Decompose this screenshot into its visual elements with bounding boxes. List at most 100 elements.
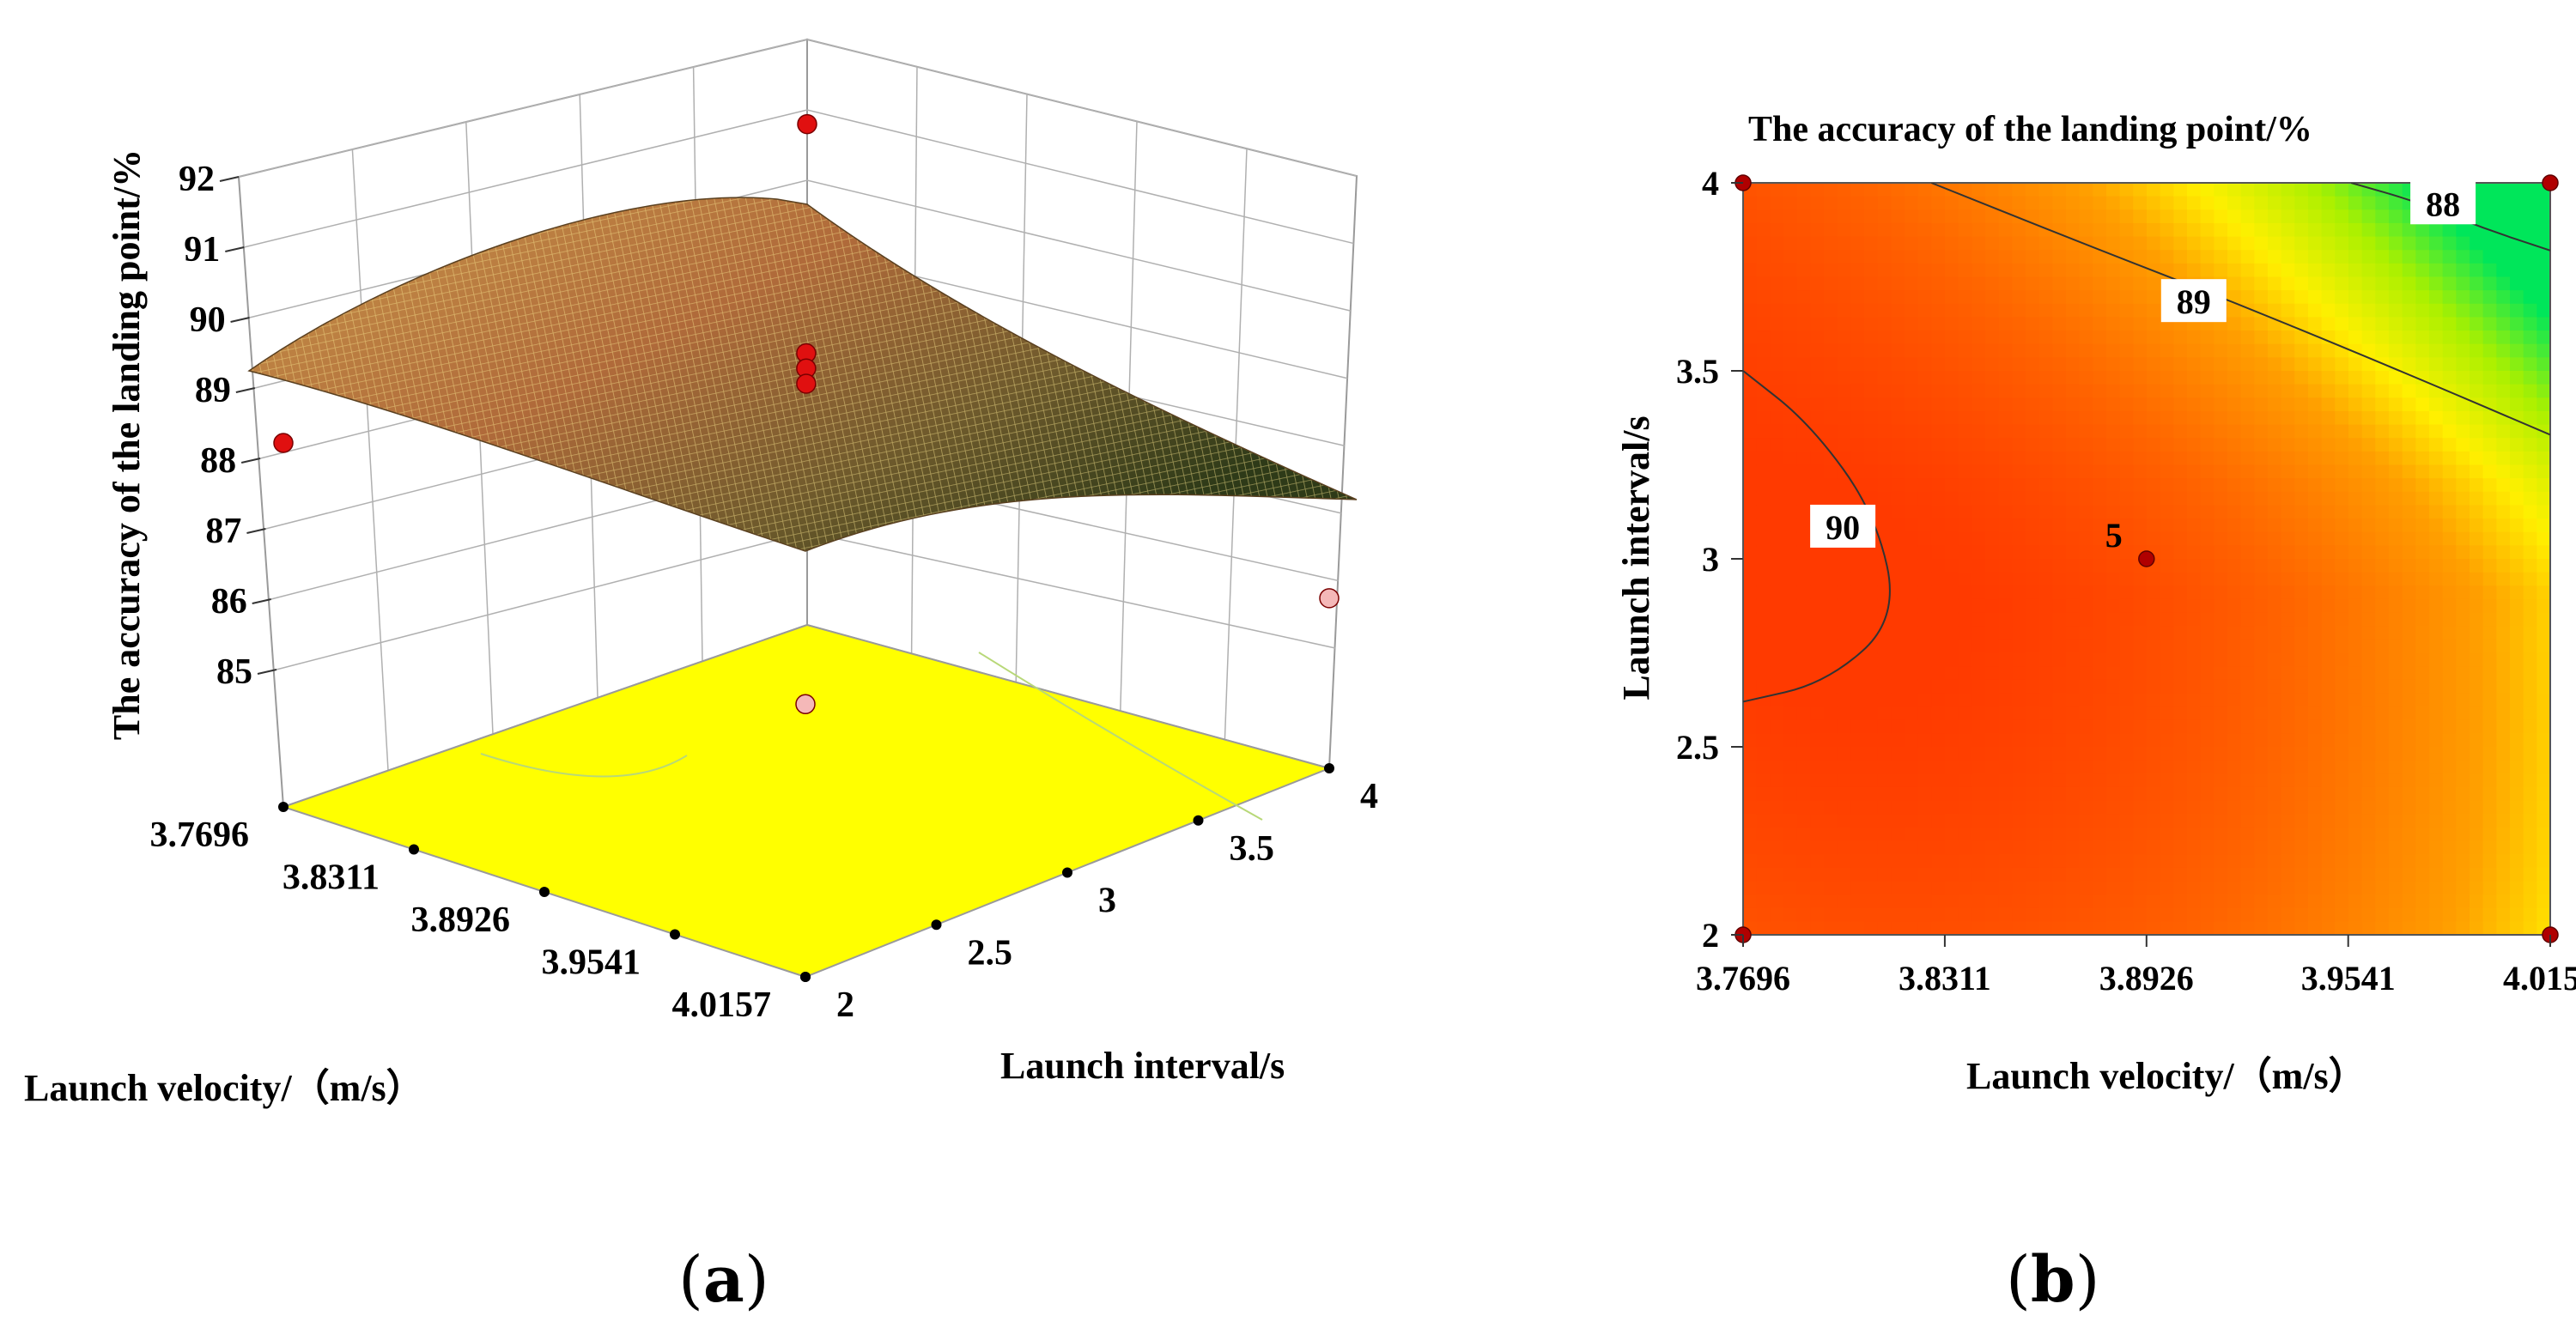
contour-fill-cell bbox=[2133, 733, 2148, 748]
contour-fill-cell bbox=[1945, 652, 1959, 667]
contour-fill-cell bbox=[1877, 290, 1893, 305]
contour-fill-cell bbox=[2389, 478, 2403, 493]
contour-fill-cell bbox=[2335, 222, 2349, 238]
contour-fill-cell bbox=[2294, 357, 2309, 372]
contour-fill-cell bbox=[1931, 343, 1946, 359]
contour-fill-cell bbox=[2321, 478, 2336, 493]
contour-fill-cell bbox=[1850, 907, 1865, 923]
contour-fill-cell bbox=[2415, 894, 2430, 909]
contour-fill-cell bbox=[2133, 666, 2148, 681]
contour-fill-cell bbox=[2456, 397, 2470, 412]
contour-fill-cell bbox=[2160, 183, 2175, 197]
contour-fill-cell bbox=[1783, 894, 1798, 909]
contour-fill-cell bbox=[2026, 424, 2040, 440]
contour-fill-cell bbox=[2106, 867, 2121, 882]
contour-fill-cell bbox=[2537, 719, 2550, 735]
contour-fill-cell bbox=[2200, 612, 2215, 628]
contour-fill-cell bbox=[2012, 894, 2026, 909]
contour-fill-cell bbox=[1796, 907, 1812, 923]
contour-fill-cell bbox=[1917, 867, 1933, 882]
contour-fill-cell bbox=[2133, 222, 2148, 238]
contour-fill-cell bbox=[2442, 612, 2458, 628]
contour-fill-cell bbox=[2106, 706, 2121, 721]
contour-fill-cell bbox=[1877, 183, 1893, 197]
contour-fill-cell bbox=[2335, 371, 2349, 385]
contour-fill-cell bbox=[1824, 760, 1838, 775]
contour-fill-cell bbox=[2093, 666, 2107, 681]
contour-fill-cell bbox=[1864, 786, 1879, 802]
contour-fill-cell bbox=[2173, 384, 2188, 399]
contour-fill-cell bbox=[2335, 491, 2349, 506]
contour-fill-cell bbox=[1824, 276, 1838, 291]
contour-fill-cell bbox=[2227, 867, 2242, 882]
contour-fill-cell bbox=[2496, 464, 2511, 479]
contour-fill-cell bbox=[2119, 840, 2135, 855]
contour-fill-cell bbox=[1971, 545, 1986, 560]
contour-fill-cell bbox=[1958, 840, 1973, 855]
contour-fill-cell bbox=[2214, 424, 2228, 440]
contour-fill-cell bbox=[2268, 209, 2282, 224]
contour-fill-cell bbox=[1796, 357, 1812, 372]
contour-fill-cell bbox=[2429, 786, 2444, 802]
contour-fill-cell bbox=[2442, 827, 2458, 842]
velocity-tick-mark bbox=[409, 844, 419, 855]
contour-fill-cell bbox=[2348, 733, 2363, 748]
contour-fill-cell bbox=[1837, 438, 1852, 452]
contour-fill-cell bbox=[1931, 598, 1946, 614]
contour-fill-cell bbox=[1810, 397, 1825, 412]
contour-fill-cell bbox=[2200, 814, 2215, 828]
contour-fill-cell bbox=[2173, 921, 2188, 935]
contour-fill-cell bbox=[1837, 719, 1852, 735]
contour-fill-cell bbox=[2079, 276, 2094, 291]
contour-fill-cell bbox=[2254, 773, 2269, 788]
contour-fill-cell bbox=[2173, 719, 2188, 735]
contour-fill-cell bbox=[2537, 464, 2550, 479]
contour-fill-cell bbox=[2119, 719, 2135, 735]
contour-fill-cell bbox=[1796, 612, 1812, 628]
contour-fill-cell bbox=[2456, 545, 2470, 560]
contour-fill-cell bbox=[2173, 410, 2188, 426]
contour-fill-cell bbox=[1945, 827, 1959, 842]
contour-fill-cell bbox=[1824, 371, 1838, 385]
contour-fill-cell bbox=[2523, 438, 2538, 452]
contour-fill-cell bbox=[1958, 424, 1973, 440]
contour-fill-cell bbox=[1917, 384, 1933, 399]
contour-fill-cell bbox=[1864, 397, 1879, 412]
contour-fill-cell bbox=[1998, 679, 2014, 694]
contour-fill-cell bbox=[2361, 491, 2377, 506]
contour-fill-cell bbox=[2052, 652, 2067, 667]
contour-fill-cell bbox=[2415, 612, 2430, 628]
contour-fill-cell bbox=[1783, 222, 1798, 238]
contour-fill-cell bbox=[2321, 196, 2336, 211]
contour-fill-cell bbox=[2523, 598, 2538, 614]
contour-fill-cell bbox=[2496, 451, 2511, 466]
contour-fill-cell bbox=[1931, 290, 1946, 305]
contour-fill-cell bbox=[2496, 840, 2511, 855]
contour-fill-cell bbox=[2442, 881, 2458, 895]
contour-fill-cell bbox=[2482, 250, 2498, 264]
contour-fill-cell bbox=[2254, 719, 2269, 735]
contour-fill-cell bbox=[1850, 921, 1865, 935]
contour-fill-cell bbox=[1877, 666, 1893, 681]
contour-fill-cell bbox=[2038, 438, 2054, 452]
contour-fill-cell bbox=[2093, 585, 2107, 600]
contour-fill-cell bbox=[2321, 693, 2336, 707]
contour-fill-cell bbox=[2119, 290, 2135, 305]
contour-x-tick-label: 3.8926 bbox=[2099, 959, 2194, 997]
contour-fill-cell bbox=[2402, 559, 2417, 573]
contour-fill-cell bbox=[2066, 679, 2081, 694]
contour-fill-cell bbox=[1850, 478, 1865, 493]
contour-fill-cell bbox=[2227, 478, 2242, 493]
contour-fill-cell bbox=[2510, 545, 2524, 560]
contour-fill-cell bbox=[2523, 545, 2538, 560]
contour-fill-cell bbox=[2187, 209, 2202, 224]
velocity-tick-label: 4.0157 bbox=[672, 985, 772, 1025]
contour-fill-cell bbox=[1864, 222, 1879, 238]
contour-fill-cell bbox=[2523, 397, 2538, 412]
contour-fill-cell bbox=[2173, 531, 2188, 547]
contour-fill-cell bbox=[2012, 827, 2026, 842]
contour-fill-cell bbox=[1958, 786, 1973, 802]
contour-fill-cell bbox=[2093, 438, 2107, 452]
contour-fill-cell bbox=[1810, 881, 1825, 895]
contour-fill-cell bbox=[2052, 518, 2067, 533]
